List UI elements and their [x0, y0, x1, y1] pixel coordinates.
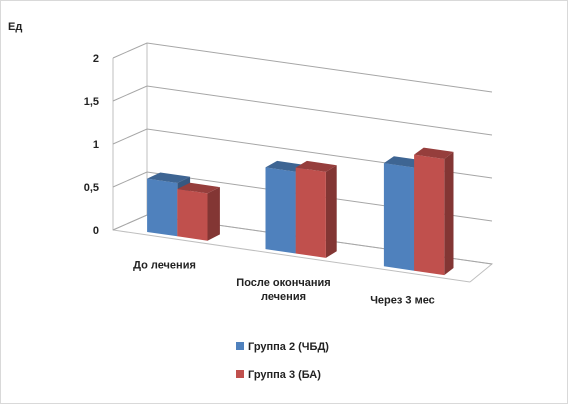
gridline	[112, 128, 493, 179]
legend-label: Группа 3 (БА)	[248, 369, 321, 381]
y-tick-label: 2	[93, 53, 99, 65]
bar-top	[295, 160, 337, 172]
y-tick-label: 1,5	[84, 96, 99, 108]
bar	[177, 182, 220, 241]
y-tick-label: 1	[93, 139, 99, 151]
bar-front	[295, 167, 326, 258]
gridline	[112, 85, 493, 136]
bar-front	[265, 167, 296, 254]
gridline	[112, 214, 493, 265]
bar-front	[177, 189, 208, 241]
bar-side	[444, 151, 454, 276]
bars	[147, 147, 454, 276]
legend-swatch	[236, 342, 244, 350]
y-axis-ticks: 0 0,5 1 1,5 2	[84, 53, 99, 237]
bar-front	[414, 154, 445, 276]
category-label: Через 3 мес	[370, 294, 435, 306]
y-tick-label: 0	[93, 225, 99, 237]
category-label: До лечения	[133, 260, 196, 272]
legend-label: Группа 2 (ЧБД)	[248, 341, 329, 353]
bar	[414, 147, 454, 276]
bar-top	[147, 172, 191, 183]
bar-front	[383, 163, 415, 271]
legend-item: Группа 3 (БА)	[236, 369, 321, 381]
y-tick-label: 0,5	[84, 182, 99, 194]
legend-item: Группа 2 (ЧБД)	[236, 341, 329, 353]
legend: Группа 2 (ЧБД) Группа 3 (БА)	[236, 341, 329, 381]
legend-swatch	[236, 370, 244, 378]
bar-top	[177, 182, 220, 194]
gridline	[112, 42, 493, 93]
bar-top	[383, 156, 424, 168]
bar-front	[147, 178, 178, 237]
category-labels: До лечения После окончания лечения Через 3 …	[133, 260, 435, 307]
bar-side	[325, 165, 337, 258]
bar	[295, 160, 337, 258]
gridline	[112, 171, 493, 222]
bar-top	[414, 147, 454, 159]
gridlines	[112, 42, 493, 265]
bar-side	[207, 187, 220, 241]
category-label: После окончания лечения	[236, 277, 330, 303]
y-axis-label: Ед	[8, 21, 22, 33]
